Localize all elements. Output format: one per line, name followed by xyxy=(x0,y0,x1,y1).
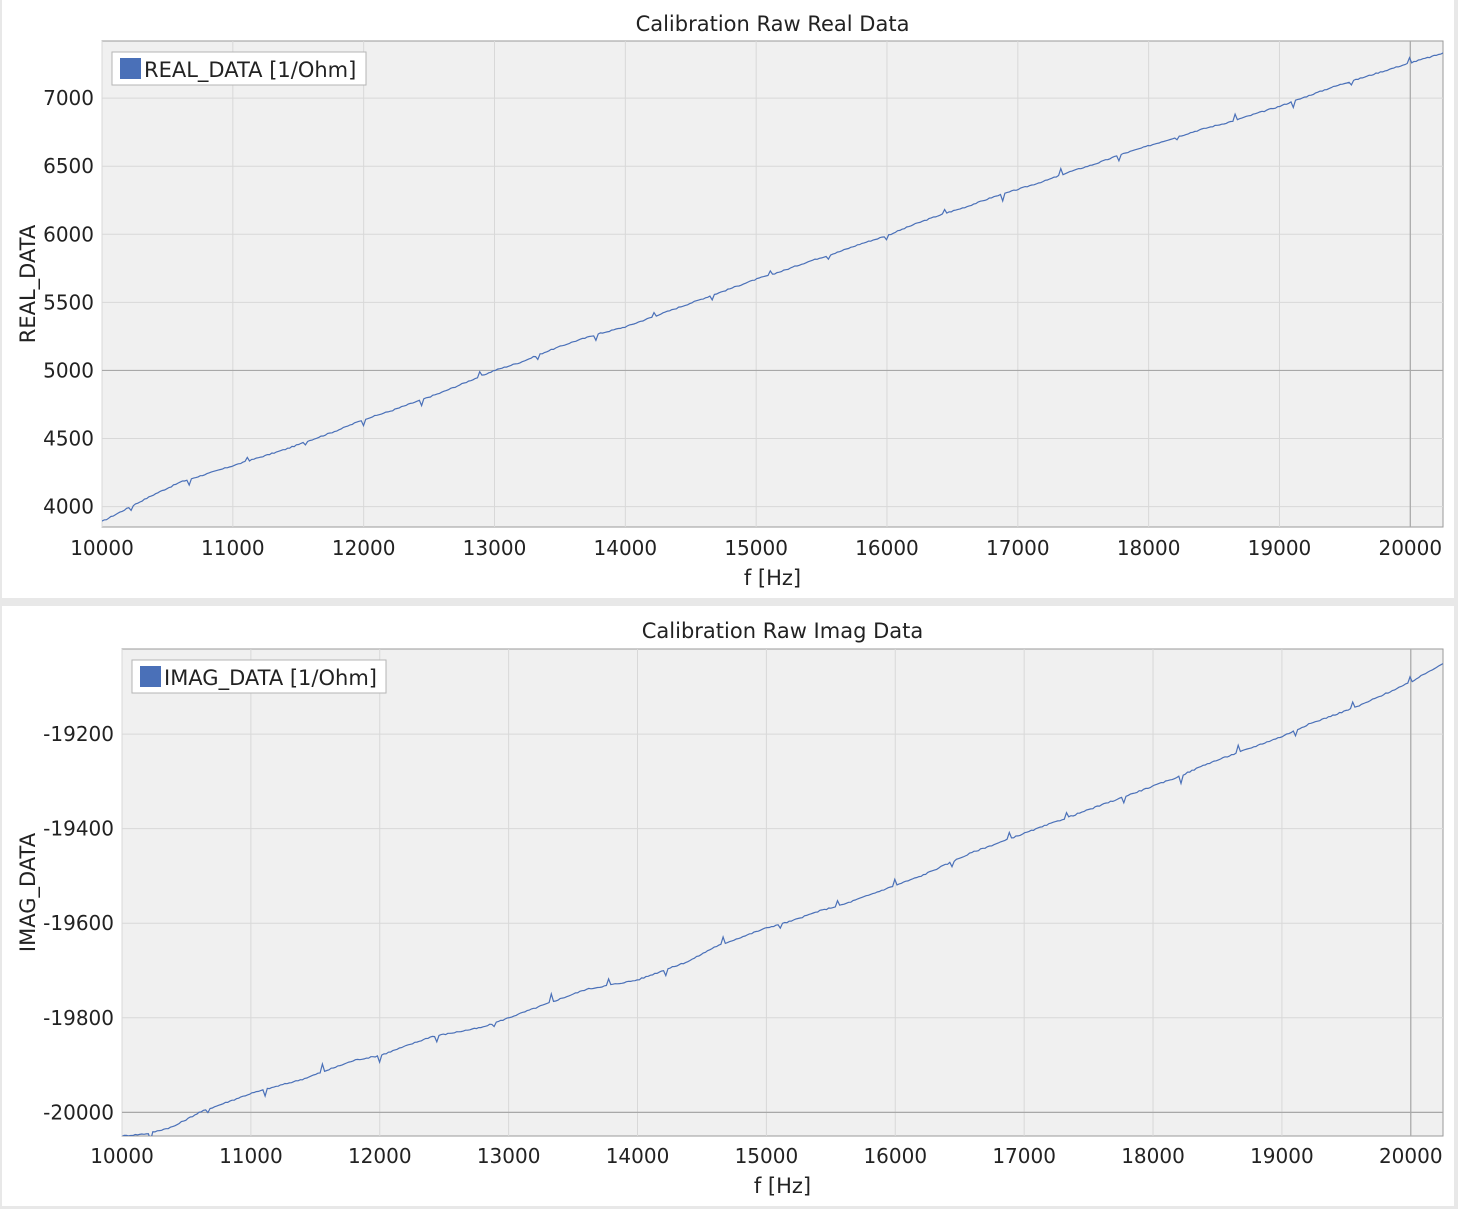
real-data-chart-panel: Calibration Raw Real Data 10000 11000 12000… xyxy=(2,0,1454,598)
y-tick-label: 7000 xyxy=(43,86,94,110)
y-tick-label: 5500 xyxy=(43,290,94,314)
y-tick-label: -19800 xyxy=(43,1006,114,1030)
legend-swatch xyxy=(140,666,161,687)
x-tick-label: 15000 xyxy=(735,1144,799,1168)
y-tick-label: 6000 xyxy=(43,222,94,246)
real-data-chart: Calibration Raw Real Data 10000 11000 12000… xyxy=(16,12,1444,590)
x-tick-label: 19000 xyxy=(1248,536,1312,560)
legend-box xyxy=(111,51,367,86)
x-tick-label: 16000 xyxy=(855,536,919,560)
chart-title: Calibration Raw Imag Data xyxy=(642,619,923,643)
y-tick-label: -20000 xyxy=(43,1100,114,1124)
x-tick-label: 11000 xyxy=(201,536,265,560)
imag-data-chart-panel: Calibration Raw Imag Data 10000 11000 12000… xyxy=(2,606,1454,1206)
x-tick-label: 12000 xyxy=(332,536,396,560)
x-tick-label: 18000 xyxy=(1117,536,1181,560)
x-tick-label: 10000 xyxy=(70,536,134,560)
x-tick-label: 20000 xyxy=(1378,536,1442,560)
plot-area xyxy=(121,648,1444,1137)
imag-data-chart: Calibration Raw Imag Data 10000 11000 12000… xyxy=(16,619,1444,1198)
x-tick-label: 17000 xyxy=(992,1144,1056,1168)
series-line xyxy=(122,663,1443,1136)
y-tick-label: 6500 xyxy=(43,154,94,178)
x-tick-label: 14000 xyxy=(606,1144,670,1168)
x-axis-label: f [Hz] xyxy=(754,1174,811,1198)
x-axis-label: f [Hz] xyxy=(744,566,801,590)
legend: IMAG_DATA [1/Ohm] xyxy=(131,659,387,694)
y-tick-label: -19200 xyxy=(43,722,114,746)
legend-label: REAL_DATA [1/Ohm] xyxy=(144,58,356,83)
y-tick-label: -19600 xyxy=(43,911,114,935)
x-tick-label: 19000 xyxy=(1250,1144,1314,1168)
x-tick-label: 10000 xyxy=(90,1144,154,1168)
y-axis-label: IMAG_DATA xyxy=(16,832,41,952)
x-tick-label: 14000 xyxy=(594,536,658,560)
x-tick-label: 16000 xyxy=(863,1144,927,1168)
y-tick-label: 5000 xyxy=(43,358,94,382)
x-tick-label: 20000 xyxy=(1379,1144,1443,1168)
legend-swatch xyxy=(120,58,141,79)
x-tick-label: 13000 xyxy=(463,536,527,560)
x-tick-label: 17000 xyxy=(986,536,1050,560)
x-tick-label: 11000 xyxy=(219,1144,283,1168)
plot-area xyxy=(101,40,1444,528)
x-tick-label: 18000 xyxy=(1121,1144,1185,1168)
x-tick-label: 12000 xyxy=(348,1144,412,1168)
x-tick-label: 15000 xyxy=(724,536,788,560)
series-line xyxy=(102,52,1443,522)
legend-box xyxy=(131,659,387,694)
chart-title: Calibration Raw Real Data xyxy=(636,12,910,36)
x-tick-label: 13000 xyxy=(477,1144,541,1168)
y-tick-label: -19400 xyxy=(43,817,114,841)
y-tick-label: 4500 xyxy=(43,427,94,451)
legend: REAL_DATA [1/Ohm] xyxy=(111,51,367,86)
y-tick-label: 4000 xyxy=(43,495,94,519)
y-axis-label: REAL_DATA xyxy=(16,224,41,343)
legend-label: IMAG_DATA [1/Ohm] xyxy=(164,666,377,691)
